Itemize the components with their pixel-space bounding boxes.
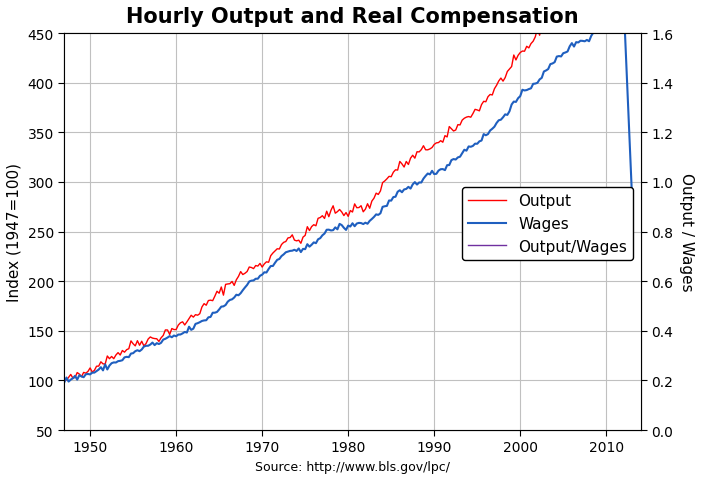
Output/Wages xyxy=(494,153,503,158)
Line: Output/Wages: Output/Wages xyxy=(64,0,632,187)
Wages xyxy=(492,121,501,127)
Wages xyxy=(288,248,297,254)
Wages xyxy=(310,240,318,246)
Y-axis label: Output / Wages: Output / Wages xyxy=(679,173,694,291)
Output/Wages xyxy=(312,162,320,168)
Output xyxy=(62,377,71,383)
Output xyxy=(290,238,299,243)
X-axis label: Source: http://www.bls.gov/lpc/: Source: http://www.bls.gov/lpc/ xyxy=(255,460,450,473)
Wages xyxy=(619,0,627,2)
Y-axis label: Index (1947=100): Index (1947=100) xyxy=(7,163,22,301)
Wages xyxy=(60,380,69,385)
Output xyxy=(312,223,320,229)
Wages xyxy=(587,34,595,40)
Output/Wages xyxy=(589,147,597,153)
Output/Wages xyxy=(596,143,604,149)
Output/Wages xyxy=(62,184,71,190)
Wages xyxy=(407,186,415,192)
Output xyxy=(494,79,503,84)
Line: Wages: Wages xyxy=(64,0,632,383)
Legend: Output, Wages, Output/Wages: Output, Wages, Output/Wages xyxy=(461,188,633,260)
Output xyxy=(60,376,69,382)
Wages xyxy=(628,196,637,202)
Output/Wages xyxy=(60,178,69,183)
Output/Wages xyxy=(409,160,417,166)
Output/Wages xyxy=(290,167,299,173)
Wages xyxy=(594,24,602,30)
Output xyxy=(409,153,417,159)
Title: Hourly Output and Real Compensation: Hourly Output and Real Compensation xyxy=(126,7,579,27)
Line: Output: Output xyxy=(64,0,632,380)
